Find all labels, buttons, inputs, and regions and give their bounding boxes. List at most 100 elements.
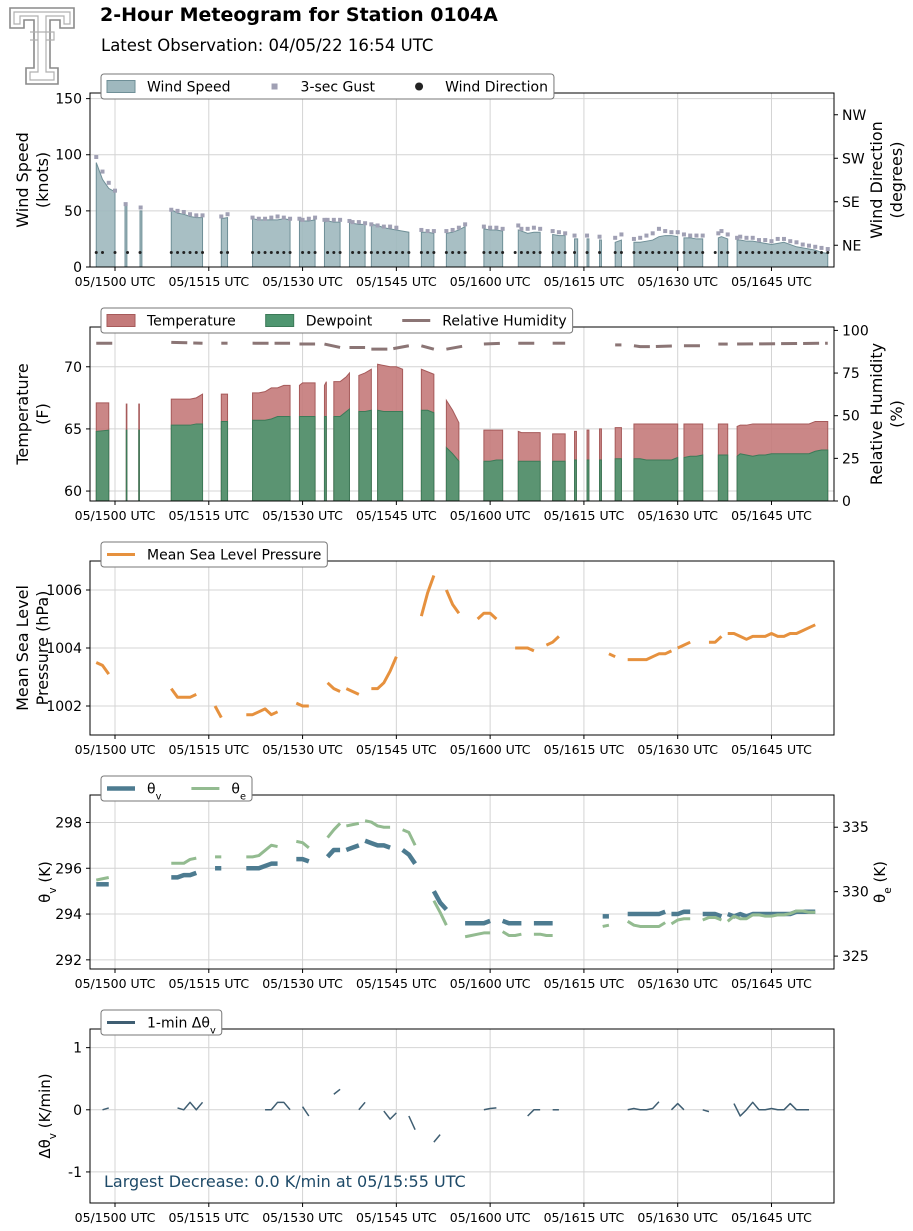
x-tick-label: 05/1545 UTC xyxy=(356,508,437,523)
gust-point xyxy=(450,227,455,232)
area-wind-speed xyxy=(717,236,729,268)
wind-direction-point xyxy=(376,251,380,254)
line-relative-humidity xyxy=(737,341,828,346)
line-delta-theta-v xyxy=(733,1101,809,1117)
wind-direction-point xyxy=(751,251,755,254)
chart-legend: Mean Sea Level Pressure xyxy=(100,541,328,568)
area-dewpoint xyxy=(358,409,372,502)
gust-point xyxy=(419,227,424,232)
area-wind-speed xyxy=(683,237,704,268)
wind-direction-point xyxy=(382,251,386,254)
y-tick-label: 1004 xyxy=(46,641,82,657)
line-theta-e xyxy=(402,828,417,846)
line-delta-theta-v xyxy=(527,1109,541,1117)
x-tick-label: 05/1545 UTC xyxy=(356,1210,437,1225)
gust-point xyxy=(494,225,499,230)
wind-direction-point xyxy=(269,251,273,254)
university-logo xyxy=(9,7,75,85)
area-wind-speed xyxy=(170,208,204,268)
x-tick-label: 05/1630 UTC xyxy=(637,1210,718,1225)
wind-direction-point xyxy=(451,251,455,254)
area-dewpoint xyxy=(95,429,110,502)
area-wind-speed xyxy=(220,217,229,268)
line-theta-v xyxy=(345,843,360,853)
x-tick-label: 05/1615 UTC xyxy=(544,976,625,991)
gust-point xyxy=(181,209,186,214)
line-relative-humidity xyxy=(420,344,435,351)
x-tick-label: 05/1530 UTC xyxy=(262,742,343,757)
wind-direction-point xyxy=(482,251,486,254)
gust-point xyxy=(250,215,255,220)
line-mean-sea-level-pressure xyxy=(371,656,398,691)
wind-direction-point xyxy=(288,251,292,254)
y2-tick-label: 50 xyxy=(842,409,860,425)
line-mean-sea-level-pressure xyxy=(213,705,223,719)
area-dewpoint xyxy=(170,423,204,502)
x-tick-label: 05/1500 UTC xyxy=(75,1210,156,1225)
gust-point xyxy=(719,229,724,234)
y2-tick-label: 75 xyxy=(842,366,860,382)
gust-point xyxy=(669,230,674,235)
line-mean-sea-level-pressure xyxy=(608,652,616,659)
line-delta-theta-v xyxy=(102,1107,109,1111)
gust-point xyxy=(322,217,327,222)
gust-point xyxy=(572,233,577,238)
y-tick-label: 150 xyxy=(55,92,82,108)
wind-direction-point xyxy=(663,251,667,254)
area-dewpoint xyxy=(517,460,541,502)
area-wind-speed xyxy=(420,231,435,268)
area-wind-speed xyxy=(633,235,679,268)
x-tick-label: 05/1500 UTC xyxy=(75,274,156,289)
gust-point xyxy=(369,222,374,227)
line-relative-humidity xyxy=(446,344,466,351)
wind-direction-point xyxy=(326,251,330,254)
gust-point xyxy=(463,222,468,227)
line-mean-sea-level-pressure xyxy=(419,574,436,617)
gust-point xyxy=(394,225,399,230)
area-dewpoint xyxy=(614,458,622,502)
x-tick-label: 05/1500 UTC xyxy=(75,976,156,991)
area-wind-speed xyxy=(370,223,410,268)
wind-direction-point xyxy=(313,251,317,254)
y2-axis-label: Wind Direction(degrees) xyxy=(867,121,906,239)
wind-direction-point xyxy=(669,251,673,254)
area-dewpoint xyxy=(252,415,291,502)
line-mean-sea-level-pressure xyxy=(295,701,309,708)
gust-point xyxy=(806,243,811,248)
y-axis-label: θv (K) xyxy=(36,861,59,903)
line-delta-theta-v xyxy=(265,1101,291,1111)
line-theta-v xyxy=(627,909,666,917)
area-dewpoint xyxy=(333,407,350,502)
gust-point xyxy=(781,236,786,241)
line-theta-v xyxy=(431,890,449,911)
wind-direction-point xyxy=(307,251,311,254)
wind-direction-point xyxy=(501,251,505,254)
gust-point xyxy=(138,205,143,210)
wind-direction-point xyxy=(488,251,492,254)
wind-direction-point xyxy=(819,251,823,254)
gust-point xyxy=(597,234,602,239)
chart-legend: 1-min Δθv xyxy=(100,1009,223,1036)
line-relative-humidity xyxy=(633,344,678,349)
wind-direction-point xyxy=(388,251,392,254)
y-axis-label: Wind Speed(knots) xyxy=(13,132,52,227)
gust-point xyxy=(338,217,343,222)
gust-point xyxy=(356,220,361,225)
x-tick-label: 05/1630 UTC xyxy=(637,274,718,289)
gust-point xyxy=(794,240,799,245)
wind-direction-point xyxy=(494,251,498,254)
chart-legend: Wind Speed 3-sec Gust Wind Direction xyxy=(100,73,555,100)
gust-point xyxy=(363,221,368,226)
gust-point xyxy=(819,245,824,250)
wind-direction-point xyxy=(794,251,798,254)
gust-point xyxy=(585,233,590,238)
wind-direction-point xyxy=(226,251,230,254)
gust-point xyxy=(263,216,268,221)
wind-direction-point xyxy=(169,251,173,254)
line-theta-e xyxy=(171,856,197,865)
y2-tick-label: SW xyxy=(842,151,865,167)
gust-point xyxy=(425,229,430,234)
legend-label: Temperature xyxy=(146,314,236,330)
y2-tick-label: NW xyxy=(842,108,866,124)
